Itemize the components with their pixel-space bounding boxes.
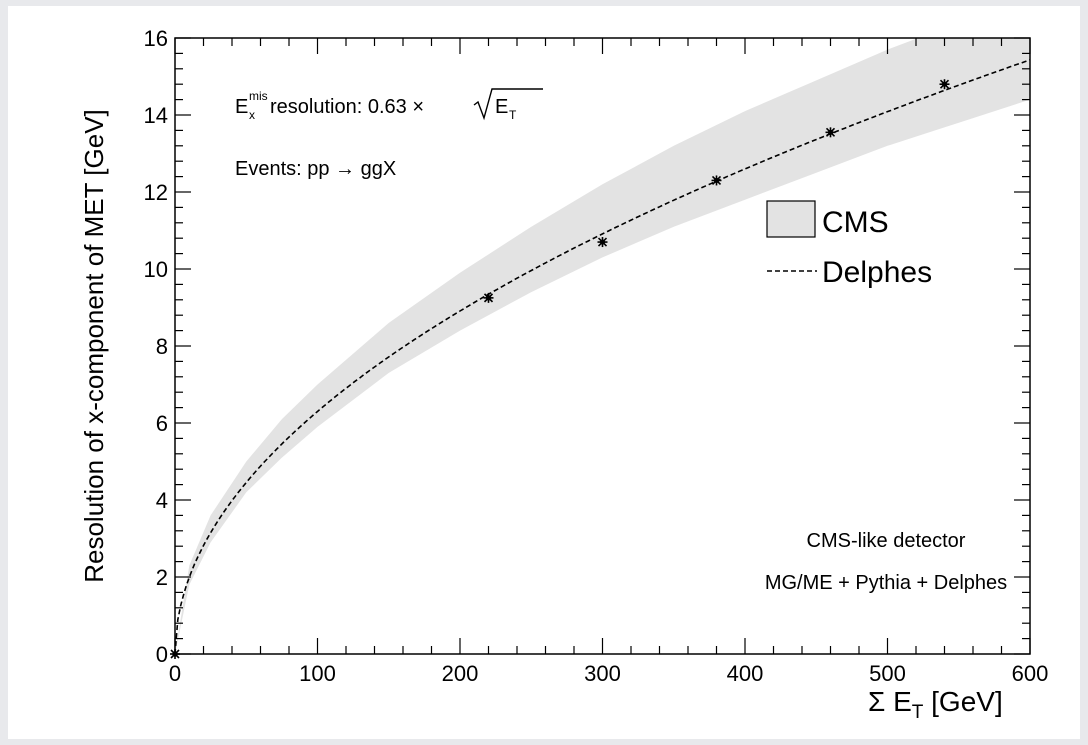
formula-subscript: x — [249, 108, 255, 122]
y-tick-label: 0 — [156, 642, 168, 667]
y-tick-label: 4 — [156, 488, 168, 513]
y-tick-label: 12 — [144, 180, 168, 205]
detector-label: CMS-like detector — [807, 530, 966, 552]
y-axis-title: Resolution of x-component of MET [GeV] — [79, 109, 109, 583]
legend-band-swatch — [766, 200, 816, 238]
events-label: Events: pp → ggX — [235, 158, 396, 180]
legend-label-cms: CMS — [822, 206, 889, 239]
formula-root-subscript: T — [509, 108, 517, 122]
met-resolution-chart: 0 100 200 300 400 500 600 0 2 4 6 8 10 12 14 16 E mis x… — [79, 26, 1049, 723]
cms-band — [175, 38, 1030, 654]
sqrt-symbol — [473, 88, 543, 121]
x-tick-label: 400 — [727, 661, 764, 686]
x-tick-label: 0 — [169, 661, 181, 686]
x-tick-label: 500 — [869, 661, 906, 686]
formula-E: E — [235, 96, 248, 118]
formula-text: resolution: 0.63 × — [270, 96, 424, 118]
y-tick-label: 10 — [144, 257, 168, 282]
data-point — [939, 79, 950, 90]
data-point — [597, 237, 608, 248]
x-axis-title: Σ ET [GeV] — [868, 686, 1003, 723]
x-tick-label: 300 — [584, 661, 621, 686]
delphes-curve — [175, 59, 1030, 654]
legend-label-delphes: Delphes — [822, 256, 932, 289]
data-point — [711, 175, 722, 186]
y-tick-label: 2 — [156, 565, 168, 590]
formula-superscript: mis — [249, 89, 268, 103]
data-point — [825, 127, 836, 138]
y-tick-label: 14 — [144, 103, 168, 128]
x-tick-label: 200 — [442, 661, 479, 686]
generator-label: MG/ME + Pythia + Delphes — [765, 572, 1007, 594]
y-tick-label: 6 — [156, 411, 168, 436]
y-tick-label: 8 — [156, 334, 168, 359]
data-point — [483, 292, 494, 303]
chart-panel: 0 100 200 300 400 500 600 0 2 4 6 8 10 12 14 16 E mis x… — [8, 6, 1080, 739]
formula-root-E: E — [495, 96, 508, 118]
x-tick-label: 100 — [299, 661, 336, 686]
x-tick-label: 600 — [1012, 661, 1049, 686]
y-tick-label: 16 — [144, 26, 168, 51]
